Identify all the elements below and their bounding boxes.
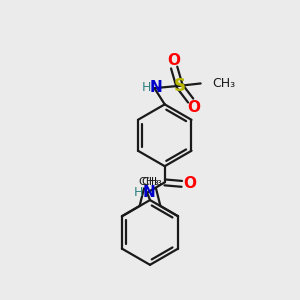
Text: H: H: [134, 186, 143, 199]
Text: CH₃: CH₃: [212, 77, 235, 90]
Text: O: O: [184, 176, 196, 191]
Text: N: N: [149, 80, 162, 95]
Text: N: N: [142, 184, 155, 200]
Text: CH₃: CH₃: [141, 177, 162, 187]
Text: S: S: [173, 77, 185, 95]
Text: O: O: [188, 100, 201, 115]
Text: CH₃: CH₃: [138, 177, 159, 187]
Text: H: H: [142, 81, 151, 94]
Text: O: O: [168, 53, 181, 68]
